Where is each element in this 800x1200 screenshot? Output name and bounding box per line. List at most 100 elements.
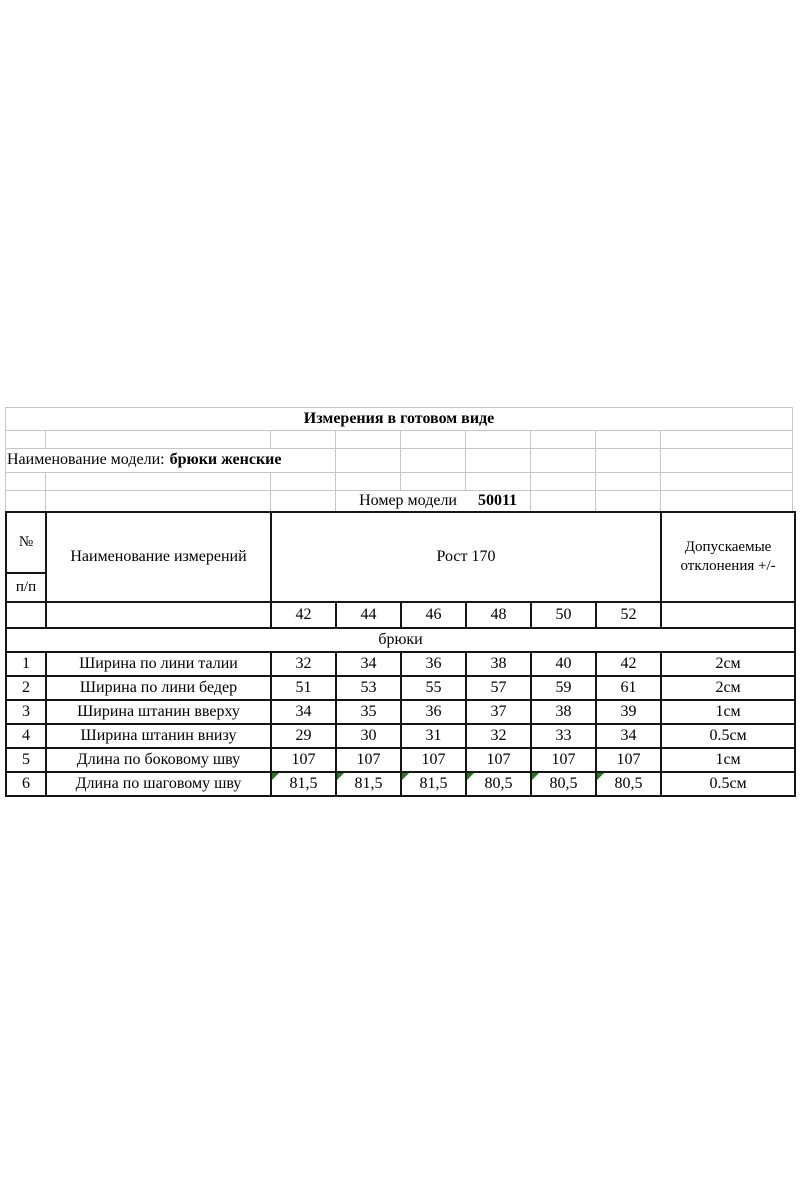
value-cell[interactable]: 81,5 [335,771,402,797]
size-header-cell[interactable]: 44 [335,601,402,629]
gridline [45,490,46,511]
error-flag-icon [598,774,604,780]
tolerance-cell[interactable]: 2см [660,651,797,677]
tolerance-cell[interactable]: 0.5см [660,723,797,749]
gridline [660,472,661,490]
gridline [530,431,531,448]
model-number-value-cell[interactable]: 50011 [477,492,518,509]
gridline [5,472,793,473]
size-header-cell[interactable]: 50 [530,601,597,629]
header-no-cell[interactable]: № [5,511,47,574]
error-flag-icon [273,774,279,780]
group-label-cell[interactable]: брюки [4,627,797,653]
value-cell[interactable]: 34 [270,699,337,725]
value-cell[interactable]: 37 [465,699,532,725]
value-cell[interactable]: 39 [594,699,663,725]
value-cell[interactable]: 32 [270,651,337,677]
gridline [530,490,531,511]
value-cell[interactable]: 35 [335,699,402,725]
value-cell[interactable]: 107 [594,747,663,773]
gridline [270,431,271,448]
value-cell[interactable]: 34 [594,723,663,749]
measurement-name-cell[interactable]: Ширина по лини талии [45,651,272,677]
empty-cell[interactable] [660,601,797,629]
measurement-name-cell[interactable]: Длина по шаговому шву [45,771,272,797]
model-name-label: Наименование модели: [7,451,165,468]
value-cell[interactable]: 40 [530,651,597,677]
value-cell[interactable]: 29 [270,723,337,749]
group-row: брюки [4,627,797,653]
value-cell[interactable]: 81,5 [400,771,467,797]
cell-value: 80,5 [549,775,578,792]
size-header-cell[interactable]: 52 [594,601,663,629]
model-number-label-cell[interactable]: Номер модели [359,492,457,509]
value-cell[interactable]: 34 [335,651,402,677]
row-number-cell[interactable]: 5 [5,747,47,773]
value-cell[interactable]: 51 [270,675,337,701]
value-cell[interactable]: 107 [270,747,337,773]
value-cell[interactable]: 59 [530,675,597,701]
value-cell[interactable]: 38 [530,699,597,725]
tolerance-cell[interactable]: 1см [660,747,797,773]
measurement-name-cell[interactable]: Ширина штанин внизу [45,723,272,749]
measurement-name-cell[interactable]: Ширина штанин вверху [45,699,272,725]
value-cell[interactable]: 55 [400,675,467,701]
cell-value: 80,5 [484,775,513,792]
value-cell[interactable]: 80,5 [530,771,597,797]
measurement-name-cell[interactable]: Ширина по лини бедер [45,675,272,701]
empty-cell[interactable] [45,601,272,629]
error-flag-icon [338,774,344,780]
tolerance-cell[interactable]: 2см [660,675,797,701]
value-cell[interactable]: 80,5 [465,771,532,797]
value-cell[interactable]: 107 [335,747,402,773]
model-name-cell[interactable]: Наименование модели: брюки женские [7,448,282,472]
table-row: 2 Ширина по лини бедер 51 53 55 57 59 61… [5,675,797,701]
row-number-cell[interactable]: 6 [5,771,47,797]
value-cell[interactable]: 61 [594,675,663,701]
value-cell[interactable]: 107 [530,747,597,773]
value-cell[interactable]: 80,5 [594,771,663,797]
tolerance-cell[interactable]: 1см [660,699,797,725]
row-number-cell[interactable]: 2 [5,675,47,701]
value-cell[interactable]: 81,5 [270,771,337,797]
value-cell[interactable]: 107 [400,747,467,773]
value-cell[interactable]: 53 [335,675,402,701]
value-cell[interactable]: 57 [465,675,532,701]
tolerance-cell[interactable]: 0.5см [660,771,797,797]
gridline [792,431,793,511]
value-cell[interactable]: 36 [400,651,467,677]
table-row: 4 Ширина штанин внизу 29 30 31 32 33 34 … [5,723,797,749]
measurements-table: № Наименование измерений Рост 170 Допуск… [4,511,797,797]
size-header-cell[interactable]: 46 [400,601,467,629]
value-cell[interactable]: 31 [400,723,467,749]
size-header-cell[interactable]: 48 [465,601,532,629]
sheet-title-cell[interactable]: Измерения в готовом виде [5,407,793,431]
cell-value: 81,5 [289,775,318,792]
empty-cell[interactable] [5,601,47,629]
value-cell[interactable]: 32 [465,723,532,749]
value-cell[interactable]: 33 [530,723,597,749]
row-number-cell[interactable]: 3 [5,699,47,725]
header-tolerance-cell[interactable]: Допускаемые отклонения +/- [660,511,797,603]
row-number-cell[interactable]: 4 [5,723,47,749]
table-row: 3 Ширина штанин вверху 34 35 36 37 38 39… [5,699,797,725]
value-cell[interactable]: 36 [400,699,467,725]
header-measurement-name-cell[interactable]: Наименование измерений [45,511,272,603]
value-cell[interactable]: 42 [594,651,663,677]
table-row: 5 Длина по боковому шву 107 107 107 107 … [5,747,797,773]
gridline [660,431,661,448]
header-pp-cell[interactable]: п/п [5,572,47,603]
table-row: 6 Длина по шаговому шву 81,5 81,5 81,5 8… [5,771,797,797]
gridline [465,431,466,448]
gridline [270,472,271,490]
value-cell[interactable]: 30 [335,723,402,749]
header-tolerance-line2: отклонения +/- [680,558,776,574]
header-height-cell[interactable]: Рост 170 [269,511,663,603]
value-cell[interactable]: 38 [465,651,532,677]
row-number-cell[interactable]: 1 [5,651,47,677]
value-cell[interactable]: 107 [465,747,532,773]
gridline [5,490,793,491]
measurement-name-cell[interactable]: Длина по боковому шву [45,747,272,773]
size-header-cell[interactable]: 42 [270,601,337,629]
